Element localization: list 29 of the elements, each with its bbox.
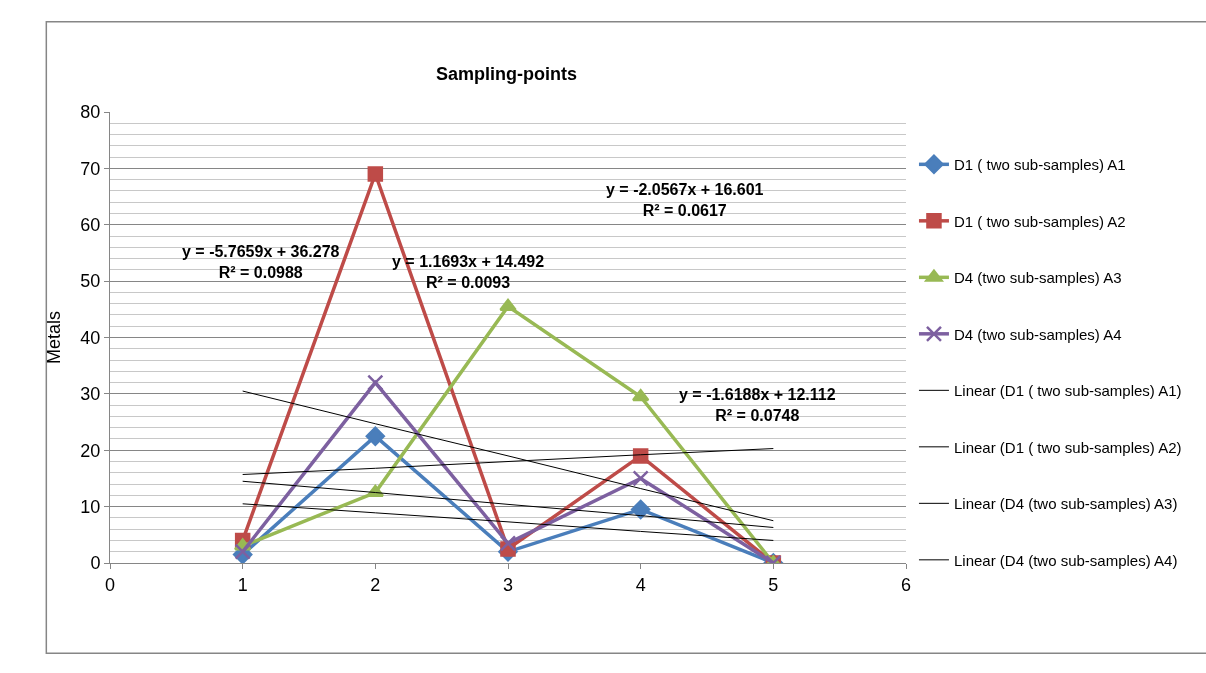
legend-label: D1 ( two sub-samples) A2 (953, 212, 1126, 230)
y-tick-label: 60 (80, 215, 101, 236)
y-tick-label: 70 (80, 158, 101, 179)
y-tick-label: 30 (80, 384, 101, 405)
x-tick-label: 4 (635, 574, 646, 595)
y-tick-label: 40 (80, 327, 101, 348)
x-tick-label: 1 (237, 574, 248, 595)
chart-title: Sampling-points (436, 63, 578, 84)
x-tick-label: 6 (900, 574, 912, 595)
y-tick-label: 10 (80, 496, 101, 517)
legend-label: D4 (two sub-samples) A3 (953, 269, 1122, 287)
x-tick-label: 3 (502, 574, 514, 595)
x-tick-label: 5 (768, 574, 779, 595)
legend-label: Linear (D1 ( two sub-samples) A1) (953, 382, 1182, 400)
y-tick-label: 80 (80, 102, 101, 123)
y-axis-title: Metals (43, 310, 64, 365)
y-tick-label: 20 (80, 440, 101, 461)
x-tick-label: 0 (104, 574, 116, 595)
x-tick-label: 2 (370, 574, 381, 595)
legend-label: D1 ( two sub-samples) A1 (953, 156, 1126, 174)
legend-label: Linear (D4 (two sub-samples) A3) (953, 495, 1178, 513)
legend-label: Linear (D1 ( two sub-samples) A2) (953, 438, 1182, 456)
legend-label: D4 (two sub-samples) A4 (953, 325, 1122, 343)
y-tick-label: 50 (80, 271, 101, 292)
legend-label: Linear (D4 (two sub-samples) A4) (953, 551, 1178, 569)
y-tick-label: 0 (90, 553, 101, 574)
annotation: y = -5.7659x + 36.278 R² = 0.0988 (182, 243, 340, 281)
annotation: y = -1.6188x + 12.112 R² = 0.0748 (679, 386, 836, 424)
annotation: y = -2.0567x + 16.601 R² = 0.0617 (606, 181, 764, 219)
